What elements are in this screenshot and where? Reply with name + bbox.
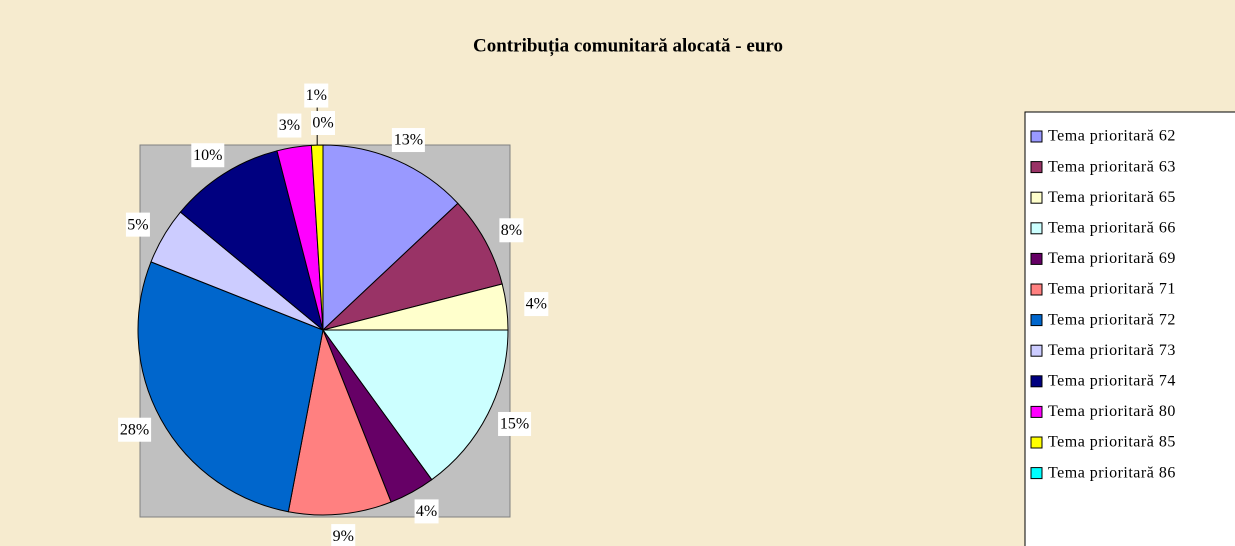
legend-label: Tema prioritară 74 xyxy=(1048,372,1176,389)
pie-slice xyxy=(287,328,392,516)
legend-swatch xyxy=(1030,375,1043,388)
data-label: 0% xyxy=(312,115,333,132)
legend-swatch xyxy=(1030,405,1043,418)
legend-swatch xyxy=(1030,130,1043,143)
legend-label: Tema prioritară 65 xyxy=(1048,189,1176,206)
label-box xyxy=(118,417,152,442)
pie-slice xyxy=(322,144,459,332)
data-label: 10% xyxy=(193,147,222,164)
label-box xyxy=(125,212,150,237)
data-label: 4% xyxy=(416,503,437,520)
label-box xyxy=(391,128,425,153)
data-label: 9% xyxy=(333,528,354,545)
label-box xyxy=(524,292,549,317)
label-box xyxy=(191,143,225,168)
legend-swatch xyxy=(1030,314,1043,327)
data-label: 5% xyxy=(127,216,148,233)
pie-slice xyxy=(322,202,503,331)
legend-swatch xyxy=(1030,191,1043,204)
data-label: 13% xyxy=(394,132,423,149)
pie-slice xyxy=(137,261,324,513)
pie-slice xyxy=(322,329,509,481)
data-label: 4% xyxy=(526,296,547,313)
legend-label: Tema prioritară 85 xyxy=(1048,434,1176,451)
legend-label: Tema prioritară 69 xyxy=(1048,250,1176,267)
legend-swatch xyxy=(1030,344,1043,357)
data-label: 3% xyxy=(279,117,300,134)
legend-swatch xyxy=(1030,283,1043,296)
data-label: 28% xyxy=(120,421,149,438)
legend-swatch xyxy=(1030,436,1043,449)
label-box xyxy=(331,524,356,546)
legend-label: Tema prioritară 66 xyxy=(1048,219,1176,236)
legend xyxy=(1024,111,1235,546)
data-label: 1% xyxy=(306,87,327,104)
data-label: 15% xyxy=(500,416,529,433)
legend-swatch xyxy=(1030,252,1043,265)
legend-label: Tema prioritară 72 xyxy=(1048,311,1176,328)
data-label: 8% xyxy=(501,222,522,239)
legend-label: Tema prioritară 71 xyxy=(1048,281,1176,298)
pie-slice xyxy=(179,150,324,332)
label-box xyxy=(277,113,302,138)
legend-label: Tema prioritară 63 xyxy=(1048,158,1176,175)
legend-label: Tema prioritară 86 xyxy=(1048,464,1176,481)
chart-title: Contribuția comunitară alocată - euro xyxy=(473,35,783,56)
label-box xyxy=(311,111,335,135)
legend-swatch xyxy=(1030,222,1043,235)
label-box xyxy=(414,499,439,524)
legend-label: Tema prioritară 62 xyxy=(1048,128,1176,145)
legend-label: Tema prioritară 73 xyxy=(1048,342,1176,359)
legend-swatch xyxy=(1030,467,1043,480)
label-box xyxy=(499,218,524,243)
legend-swatch xyxy=(1030,161,1043,174)
legend-label: Tema prioritară 80 xyxy=(1048,403,1176,420)
label-box xyxy=(498,411,532,436)
label-box xyxy=(304,83,329,108)
